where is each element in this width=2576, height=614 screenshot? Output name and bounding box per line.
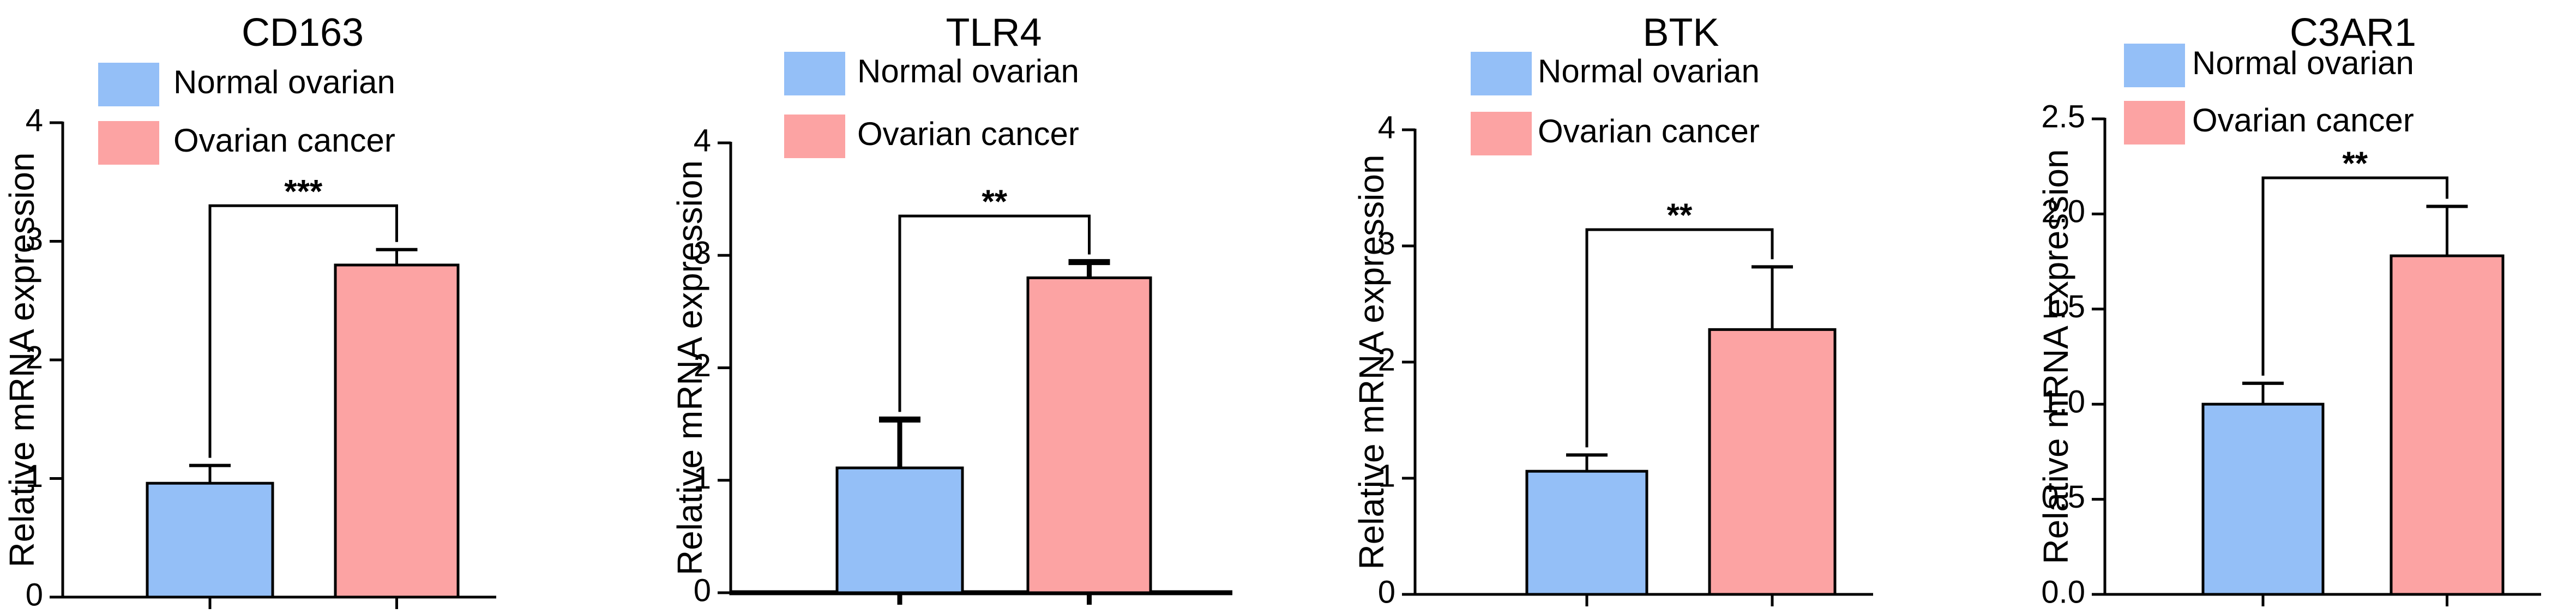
significance-label: ** [2342,145,2368,182]
y-tick-label: 4 [694,123,711,158]
chart-title: TLR4 [946,11,1042,55]
bar-normal-ovarian [146,481,274,599]
bar-ovarian-cancer [2390,254,2505,596]
bar-normal-ovarian [835,466,964,594]
significance-label: *** [284,173,323,209]
y-tick-label: 0 [26,577,43,612]
legend-label: Ovarian cancer [857,116,1079,152]
legend-swatch [1471,52,1532,95]
legend-label: Normal ovarian [2192,45,2414,81]
legend-swatch [2124,101,2185,145]
y-tick-label: 2.0 [2041,194,2085,230]
significance-bracket [1585,228,1774,448]
y-axis-label: Relative mRNA expression [670,160,709,575]
significance-label: ** [982,183,1007,220]
legend-item-ovarian-cancer: Ovarian cancer [2124,101,2414,145]
legend-swatch [784,52,845,95]
y-tick-label: 3 [26,221,43,257]
y-tick-label: 3 [694,236,711,271]
y-tick-label: 1 [1378,458,1395,493]
chart-title: BTK [1642,11,1719,55]
y-tick-label: 0 [694,573,711,608]
legend-label: Normal ovarian [1538,53,1760,89]
y-axis-label: Relative mRNA expression [2,152,41,567]
legend-swatch [784,115,845,158]
significance-bracket [2261,176,2448,376]
y-tick-label: 2 [1378,342,1395,377]
chart-panel-btk: BTK Relative mRNA expression 0 1 2 3 4 ** Normal… [1352,11,1873,610]
legend-item-normal-ovarian: Normal ovarian [2124,44,2414,87]
legend-swatch [98,63,159,106]
y-tick-label: 2.5 [2041,99,2085,134]
legend-item-normal-ovarian: Normal ovarian [784,52,1079,95]
bar-ovarian-cancer [1708,328,1837,596]
legend-item-ovarian-cancer: Ovarian cancer [784,115,1079,158]
chart-title: CD163 [242,11,364,55]
legend-label: Ovarian cancer [173,122,395,159]
significance-label: ** [1667,197,1693,233]
y-tick-label: 2 [694,348,711,383]
significance-bracket [208,204,398,458]
legend-label: Ovarian cancer [2192,102,2414,139]
y-tick-label: 3 [1378,226,1395,261]
significance-bracket [898,214,1091,412]
bar-normal-ovarian [2201,402,2325,596]
legend-item-normal-ovarian: Normal ovarian [1471,52,1760,95]
y-tick-label: 0 [1378,574,1395,610]
legend-label: Normal ovarian [173,64,395,100]
y-tick-label: 1.5 [2041,289,2085,324]
y-tick-label: 2 [26,340,43,375]
legend-label: Normal ovarian [857,53,1079,89]
legend-item-ovarian-cancer: Ovarian cancer [98,121,395,165]
y-tick-label: 1 [694,460,711,496]
y-axis-label: Relative mRNA expression [1352,154,1391,569]
y-axis-label: Relative mRNA expression [2036,149,2075,564]
legend-swatch [2124,44,2185,87]
y-tick-label: 1 [26,459,43,494]
legend-swatch [1471,112,1532,155]
chart-panel-c3ar1: C3AR1 Relative mRNA expression 0.0 0.5 1.0 1.… [2036,11,2541,610]
legend-item-ovarian-cancer: Ovarian cancer [1471,112,1760,155]
legend-label: Ovarian cancer [1538,113,1760,149]
y-tick-label: 1.0 [2041,384,2085,420]
y-tick-label: 0.5 [2041,479,2085,515]
bar-ovarian-cancer [334,263,460,599]
bar-normal-ovarian [1525,469,1648,596]
chart-title: C3AR1 [2290,11,2416,55]
legend-item-normal-ovarian: Normal ovarian [98,63,395,106]
legend-swatch [98,121,159,165]
y-tick-label: 4 [26,103,43,138]
bar-ovarian-cancer [1026,276,1152,594]
y-tick-label: 0.0 [2041,574,2085,610]
y-tick-label: 4 [1378,110,1395,145]
chart-panel-cd163: CD163 Relative mRNA expression 0 1 2 3 4 *** Nor… [2,11,496,612]
